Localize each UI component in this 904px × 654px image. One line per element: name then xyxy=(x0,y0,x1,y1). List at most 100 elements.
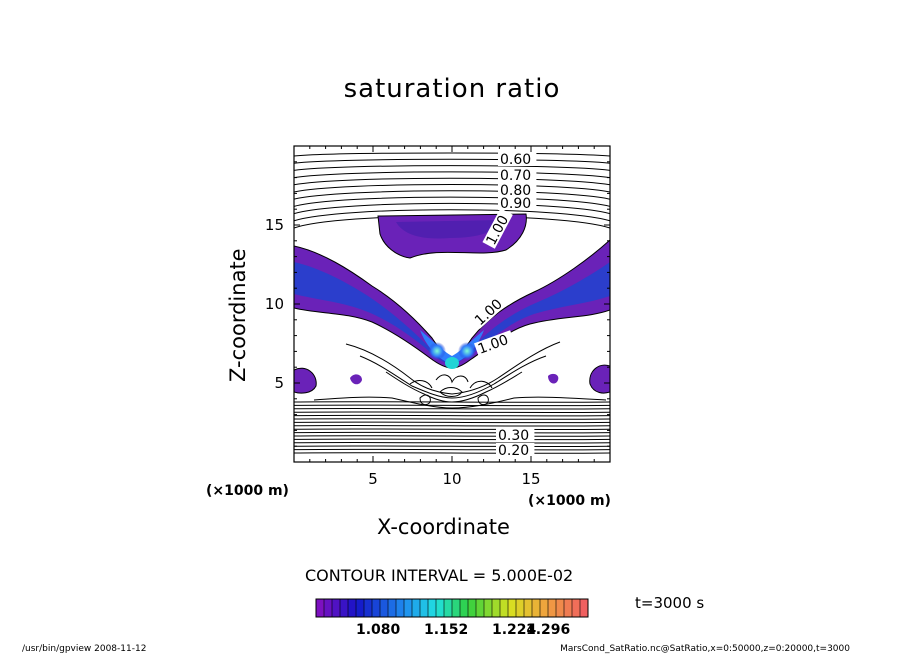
svg-text:0.20: 0.20 xyxy=(498,443,529,459)
contour-line xyxy=(294,165,610,171)
svg-text:0.80: 0.80 xyxy=(500,183,531,199)
contour-line xyxy=(294,408,610,410)
colorbar-segment xyxy=(412,599,421,617)
svg-text:0.30: 0.30 xyxy=(498,428,529,444)
contour-label: 0.80 xyxy=(498,183,537,199)
colorbar-segment xyxy=(508,599,517,617)
axis-ticks xyxy=(294,146,610,462)
colorbar-segment xyxy=(372,599,381,617)
colorbar-segment xyxy=(324,599,333,617)
contour-line xyxy=(294,196,610,207)
contour-label: 0.20 xyxy=(496,443,535,459)
colorbar-segment xyxy=(388,599,397,617)
contour-line xyxy=(294,425,610,427)
contour-line xyxy=(294,442,610,444)
contour-line xyxy=(294,401,610,403)
contour-label: 0.90 xyxy=(498,196,537,212)
colorbar-frame xyxy=(315,598,589,618)
contour-label: 0.70 xyxy=(498,168,537,184)
colorbar-segment xyxy=(380,599,389,617)
colorbar-segment xyxy=(524,599,533,617)
colorbar-segment xyxy=(364,599,373,617)
upper-cloud-inner xyxy=(396,220,500,239)
contour-line xyxy=(294,418,610,420)
contour-line xyxy=(294,421,610,424)
contour-line xyxy=(294,414,610,417)
colorbar-segment xyxy=(316,599,325,617)
colorbar-segment xyxy=(428,599,437,617)
footer-right: MarsCond_SatRatio.nc@SatRatio,x=0:50000,… xyxy=(560,644,850,654)
hotspot-left xyxy=(428,342,446,360)
colorbar-segment xyxy=(332,599,341,617)
time-label: t=3000 s xyxy=(635,594,705,612)
colorbar-segment xyxy=(556,599,565,617)
colorbar-segment xyxy=(540,599,549,617)
colorbar-segment xyxy=(404,599,413,617)
x-axis-unit-left: (×1000 m) xyxy=(206,483,289,499)
contour-line xyxy=(294,445,610,447)
contour-line xyxy=(294,190,610,200)
contour-line xyxy=(294,435,610,437)
colorbar xyxy=(315,598,589,618)
colorbar-segment xyxy=(396,599,405,617)
colorbar-tick-label: 1.224 xyxy=(492,622,537,638)
y-tick-label: 10 xyxy=(265,295,284,313)
contour-label: 0.60 xyxy=(498,152,537,168)
colorbar-segment xyxy=(564,599,573,617)
colorbar-segment xyxy=(516,599,525,617)
colorbar-segment xyxy=(492,599,501,617)
contour-line xyxy=(294,202,610,215)
y-axis-label: Z-coordinate xyxy=(226,248,250,382)
x-tick-label: 10 xyxy=(442,470,461,488)
tick-labels: 5 10 15 5 10 15 xyxy=(265,216,541,488)
colorbar-segment xyxy=(420,599,429,617)
colorbar-segment xyxy=(356,599,365,617)
colorbar-segment xyxy=(548,599,557,617)
contour-interval-label: CONTOUR INTERVAL = 5.000E-02 xyxy=(305,566,574,585)
y-tick-label: 15 xyxy=(265,216,284,234)
contour-line xyxy=(294,177,610,186)
footer-left: /usr/bin/gpview 2008-11-12 xyxy=(22,644,147,654)
contour-line xyxy=(294,184,610,193)
colorbar-segment xyxy=(532,599,541,617)
contour-line xyxy=(294,404,610,407)
colorbar-segment xyxy=(436,599,445,617)
colorbar-segment xyxy=(476,599,485,617)
contour-line xyxy=(294,431,610,434)
hotspot-center xyxy=(445,357,459,369)
colorbar-tick-label: 1.152 xyxy=(424,622,469,638)
chart-title: saturation ratio xyxy=(343,74,561,104)
blob-left xyxy=(294,367,317,394)
contour-line xyxy=(294,171,610,179)
contour-line xyxy=(294,209,610,222)
svg-text:0.70: 0.70 xyxy=(500,168,531,184)
contour-line xyxy=(294,452,610,454)
colorbar-segment xyxy=(340,599,349,617)
colorbar-tick-label: 1.296 xyxy=(526,622,571,638)
contour-line xyxy=(294,411,610,413)
lower-contour-lines xyxy=(294,401,610,454)
x-tick-label: 5 xyxy=(368,470,378,488)
svg-text:0.90: 0.90 xyxy=(500,196,531,212)
blob-right xyxy=(589,364,610,394)
contour-field xyxy=(294,152,610,454)
contour-line xyxy=(294,448,610,451)
contour-labels: 0.600.700.800.901.001.001.000.300.20 xyxy=(470,152,537,459)
contour-line xyxy=(294,438,610,441)
x-axis-unit-right: (×1000 m) xyxy=(528,493,611,509)
colorbar-segment xyxy=(500,599,509,617)
contour-line xyxy=(294,152,610,157)
colorbar-segment xyxy=(484,599,493,617)
colorbar-segment xyxy=(452,599,461,617)
hotspot-right xyxy=(458,342,476,360)
x-axis-label: X-coordinate xyxy=(377,515,510,539)
colorbar-segment xyxy=(468,599,477,617)
contour-line xyxy=(294,428,610,430)
x-tick-label: 15 xyxy=(521,470,540,488)
colorbar-segment xyxy=(444,599,453,617)
colorbar-segment xyxy=(572,599,581,617)
blob-small-right xyxy=(548,373,559,384)
contour-line xyxy=(294,158,610,164)
colorbar-tick-label: 1.080 xyxy=(356,622,401,638)
